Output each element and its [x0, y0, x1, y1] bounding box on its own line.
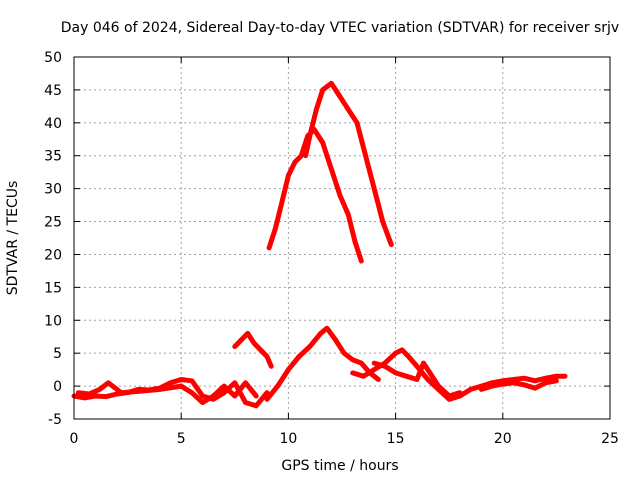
- series-arc-high-peak-39: [266, 126, 364, 264]
- y-tick-label: -5: [48, 412, 62, 428]
- data-traces: [71, 80, 568, 409]
- y-tick-label: 40: [44, 116, 62, 132]
- x-axis-label: GPS time / hours: [281, 458, 398, 474]
- y-tick-labels: -5 0 5 10 15 20 25 30 35 40 45 50: [44, 50, 62, 428]
- x-tick-label: 10: [279, 431, 297, 447]
- x-tick-label: 15: [387, 431, 405, 447]
- series-arc-evening-second: [478, 378, 559, 392]
- series-arc-afternoon-second: [371, 360, 452, 399]
- x-tick-label: 5: [177, 431, 186, 447]
- y-tick-label: 10: [44, 313, 62, 329]
- y-tick-label: 35: [44, 149, 62, 165]
- axis-ticks: [73, 56, 611, 420]
- x-tick-label: 0: [70, 431, 79, 447]
- y-tick-label: 45: [44, 83, 62, 99]
- series-arc-low-baseline: [71, 377, 270, 409]
- y-tick-label: 30: [44, 182, 62, 198]
- series-arc-rise-peak-low: [264, 325, 381, 402]
- y-tick-label: 15: [44, 280, 62, 296]
- x-tick-labels: 0 5 10 15 20 25: [70, 431, 619, 447]
- plot-frame: [73, 56, 611, 420]
- chart-title: Day 046 of 2024, Sidereal Day-to-day VTE…: [61, 20, 619, 36]
- series-arc-evening: [436, 373, 568, 402]
- series-arc-mid-hump: [232, 330, 274, 369]
- x-tick-label: 25: [601, 431, 619, 447]
- y-tick-label: 25: [44, 215, 62, 231]
- y-tick-label: 50: [44, 50, 62, 66]
- y-tick-label: 0: [53, 379, 62, 395]
- series-arc-high-peak-46: [303, 80, 394, 248]
- y-tick-label: 20: [44, 247, 62, 263]
- y-axis-label: SDTVAR / TECUs: [5, 181, 21, 296]
- x-tick-label: 20: [494, 431, 512, 447]
- y-tick-label: 5: [53, 346, 62, 362]
- series-arc-low-secondary: [75, 380, 259, 405]
